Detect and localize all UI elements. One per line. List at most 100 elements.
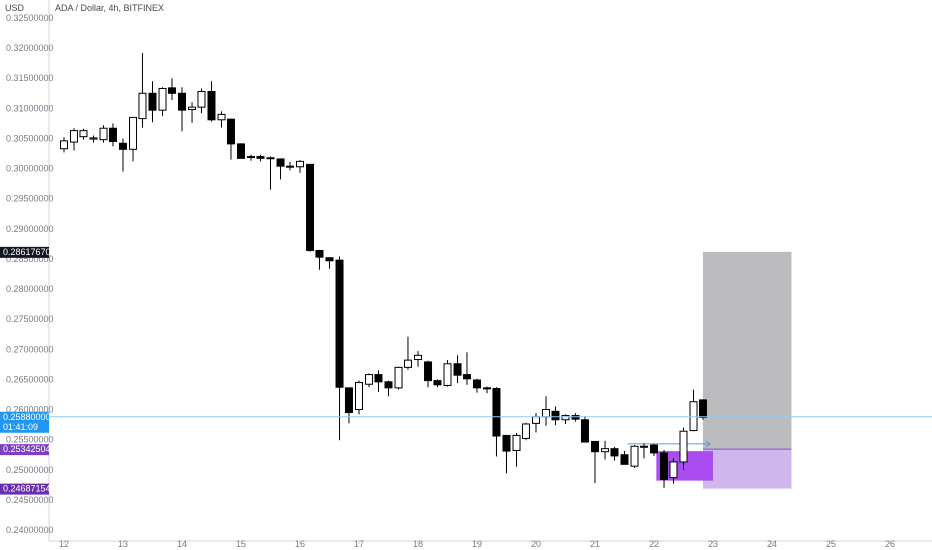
y-tick-label: 0.26000000 — [6, 405, 54, 415]
y-tick-label: 0.29500000 — [6, 194, 54, 204]
candle-up — [89, 137, 98, 140]
symbol-title: ADA / Dollar, 4h, BITFINEX — [55, 3, 164, 13]
candle-up — [532, 416, 540, 424]
last-price-tag-text: 01:41:09 — [3, 422, 38, 432]
candle-up — [197, 90, 206, 108]
candle-up — [70, 130, 79, 143]
candle-up — [689, 401, 698, 432]
candle-down — [374, 374, 383, 383]
last-price-tag-bg — [0, 411, 49, 433]
candle-up — [79, 130, 88, 138]
candle-down — [247, 156, 256, 159]
y-tick-label: 0.25500000 — [6, 435, 54, 445]
candle-down — [610, 448, 619, 457]
candle-up — [443, 363, 452, 386]
candle-down — [698, 399, 707, 418]
stop-price-tag-bg — [0, 246, 49, 258]
y-tick-label: 0.24500000 — [6, 495, 54, 505]
candle-up — [394, 366, 403, 389]
candle-up — [601, 448, 610, 453]
candle-down — [344, 387, 353, 414]
y-tick-label: 0.29000000 — [6, 224, 54, 234]
x-axis[interactable]: 12 13 14 15 16 17 18 19 20 21 22 23 24 25 26 — [49, 539, 932, 549]
target-zone — [702, 449, 792, 489]
entry-arrow-head — [705, 440, 711, 448]
stop-price-tag-text: 0.28617670 — [3, 247, 51, 257]
candle-up — [639, 445, 648, 448]
y-tick-label: 0.27500000 — [6, 314, 54, 324]
y-tick-label: 0.32500000 — [6, 13, 54, 23]
entry-price-tag-bg — [0, 444, 49, 456]
y-tick-label: 0.24000000 — [6, 525, 54, 535]
candle-down — [571, 415, 580, 420]
y-axis[interactable]: 0.24000000 0.24500000 0.25000000 0.25500000… — [6, 0, 54, 541]
candle-up — [158, 87, 167, 111]
candle-down — [178, 92, 186, 111]
candle-down — [325, 257, 334, 262]
candle-down — [256, 156, 265, 159]
entry-price-tag-text: 0.25342504 — [3, 444, 51, 454]
candle-down — [650, 444, 658, 454]
candle-up — [217, 113, 226, 121]
y-tick-label: 0.28000000 — [6, 284, 54, 294]
candle-down — [306, 163, 315, 252]
candle-down — [237, 143, 245, 159]
y-tick-label: 0.27000000 — [6, 344, 54, 354]
candle-up — [669, 461, 678, 479]
candle-down — [551, 410, 560, 421]
candle-down — [285, 165, 294, 168]
candle-down — [167, 87, 176, 94]
candles — [60, 52, 707, 488]
candle-up — [129, 116, 138, 150]
candle-up — [521, 423, 530, 439]
candle-down — [384, 381, 393, 389]
candle-up — [99, 127, 108, 141]
candle-down — [620, 454, 629, 465]
stop-loss-zone — [702, 251, 792, 450]
candle-down — [492, 387, 501, 437]
candle-down — [660, 452, 669, 480]
candle-up — [60, 140, 68, 150]
candle-down — [108, 127, 117, 142]
candle-down — [276, 158, 285, 167]
candle-down — [226, 118, 235, 145]
candle-down — [424, 361, 433, 382]
y-tick-label: 0.30000000 — [6, 164, 54, 174]
candle-up — [414, 354, 422, 361]
candle-down — [119, 142, 127, 150]
candle-down — [148, 92, 157, 111]
candle-up — [296, 160, 304, 168]
candle-down — [315, 250, 324, 258]
candle-up — [512, 434, 521, 451]
candle-down — [473, 379, 481, 389]
candle-down — [483, 387, 492, 390]
candle-up — [630, 445, 639, 467]
candle-down — [580, 419, 589, 443]
candle-up — [679, 430, 688, 463]
last-price-tag-text: 0.25880000 — [3, 412, 51, 422]
candle-down — [433, 380, 442, 386]
target-price-tag-bg — [0, 483, 49, 495]
candle-down — [207, 90, 216, 121]
y-tick-label: 0.31500000 — [6, 73, 54, 83]
price-tags: 0.286176700.2588000001:41:090.253425040.… — [0, 246, 51, 495]
y-tick-label: 0.30500000 — [6, 133, 54, 143]
candle-up — [561, 415, 570, 421]
target-price-tag-text: 0.24687154 — [3, 484, 51, 494]
position-boxes[interactable] — [627, 251, 792, 489]
candle-down — [462, 374, 471, 380]
candle-down — [591, 440, 599, 453]
candle-up — [188, 106, 197, 111]
y-tick-label: 0.32000000 — [6, 43, 54, 53]
candle-up — [542, 409, 551, 418]
currency-label: USD — [5, 3, 25, 13]
candle-down — [266, 157, 275, 160]
candle-down — [453, 363, 462, 376]
candle-up — [138, 92, 147, 120]
y-tick-label: 0.25000000 — [6, 465, 54, 475]
candle-down — [502, 434, 511, 452]
y-tick-label: 0.31000000 — [6, 103, 54, 113]
candle-up — [403, 359, 412, 368]
candle-up — [355, 381, 363, 411]
